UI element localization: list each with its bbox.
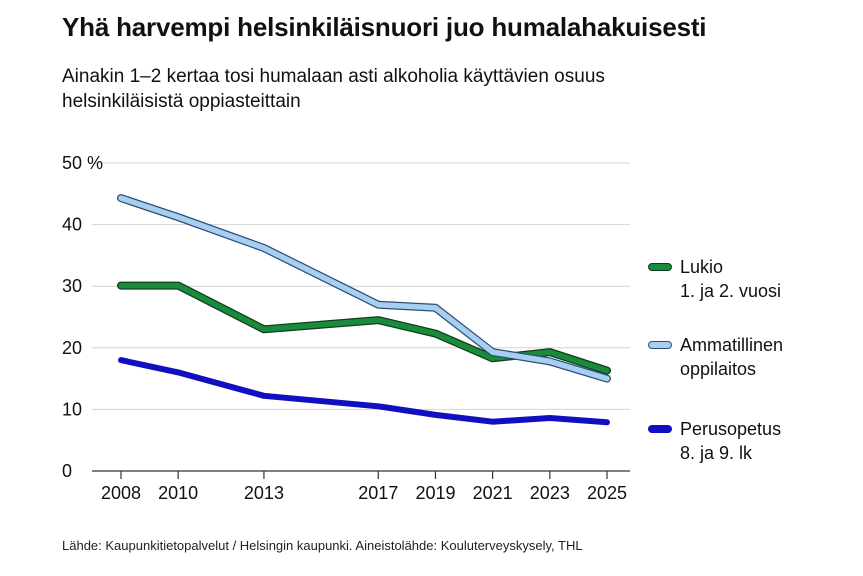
x-tick-label: 2017	[358, 483, 398, 503]
y-tick-label: 10	[62, 399, 82, 419]
gridlines	[92, 162, 630, 472]
x-tick-label: 2013	[244, 483, 284, 503]
y-tick-label: 20	[62, 338, 82, 358]
x-tick-label: 2021	[473, 483, 513, 503]
legend-label: Perusopetus 8. ja 9. lk	[680, 417, 860, 465]
legend-label-line: Ammatillinen	[680, 335, 784, 355]
series-line	[118, 357, 610, 426]
series-line	[118, 195, 610, 382]
y-tick-label: 0	[62, 461, 72, 481]
legend-label-line: Lukio	[680, 257, 724, 277]
source-note: Lähde: Kaupunkitietopalvelut / Helsingin…	[62, 538, 583, 553]
legend-label: Ammatillinen oppilaitos	[680, 333, 860, 381]
x-axis-ticks: 2008 2010 2013 2017 2019 2021 2023 2025	[101, 471, 627, 503]
x-tick-label: 2010	[158, 483, 198, 503]
legend-label-line: 8. ja 9. lk	[680, 443, 753, 463]
legend-swatch	[648, 263, 672, 271]
y-tick-label: 50 %	[62, 153, 103, 173]
legend-swatch	[648, 341, 672, 349]
chart-title: Yhä harvempi helsinkiläisnuori juo humal…	[62, 12, 707, 42]
y-tick-label: 40	[62, 215, 82, 235]
legend-label-line: oppilaitos	[680, 359, 757, 379]
x-tick-label: 2019	[415, 483, 455, 503]
legend-label-line: 1. ja 2. vuosi	[680, 281, 782, 301]
legend-label: Lukio 1. ja 2. vuosi	[680, 255, 860, 303]
legend-swatch	[648, 425, 672, 433]
x-tick-label: 2025	[587, 483, 627, 503]
series-line	[118, 282, 610, 374]
legend-label-line: Perusopetus	[680, 419, 782, 439]
y-axis-ticks: 0 10 20 30 40 50 %	[62, 153, 103, 481]
x-tick-label: 2008	[101, 483, 141, 503]
series-lines	[117, 194, 611, 426]
x-tick-label: 2023	[530, 483, 570, 503]
y-tick-label: 30	[62, 276, 82, 296]
chart-subtitle: Ainakin 1–2 kertaa tosi humalaan asti al…	[62, 66, 605, 112]
